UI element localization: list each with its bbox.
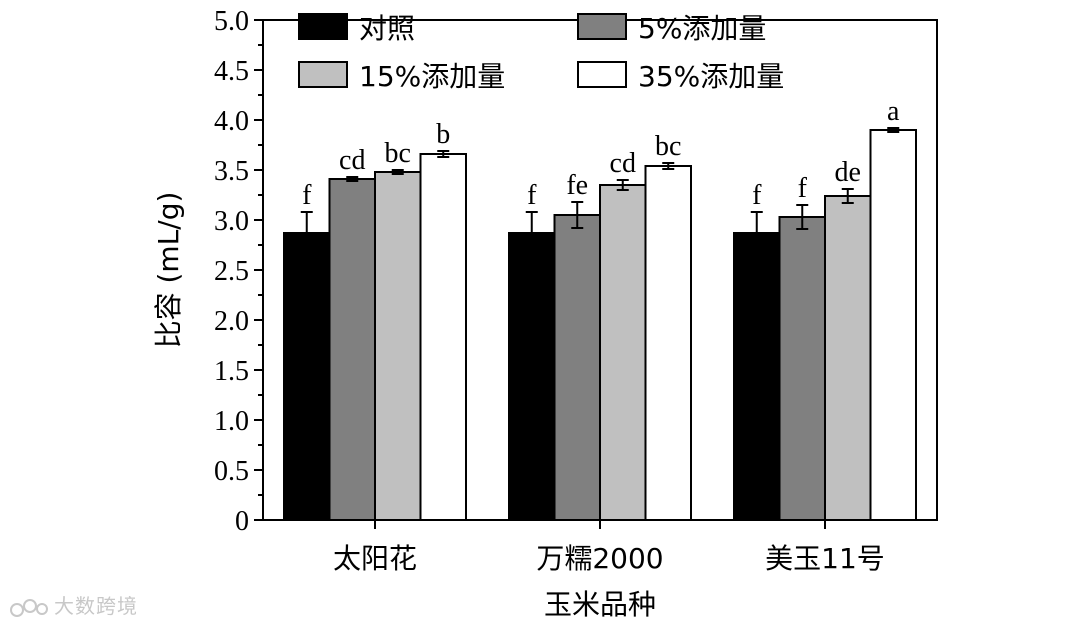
y-tick-label: 2.5 [214,256,249,287]
bar [599,184,647,521]
significance-label: a [887,96,900,127]
y-tick-label: 3.5 [214,156,249,187]
bar [419,153,467,521]
significance-label: f [752,180,762,211]
significance-label: bc [655,131,681,162]
significance-label: de [835,157,861,188]
watermark: 大数跨境 [8,590,138,619]
bar [508,232,556,521]
bar [553,214,601,521]
x-tick-label: 万糯2000 [536,542,663,575]
legend-label: 5%添加量 [638,12,766,45]
x-tick-label: 美玉11号 [765,542,885,575]
logo-icon [10,598,48,617]
bar [733,232,781,521]
y-axis-title: 比容 (mL/g) [152,192,185,349]
significance-label: cd [339,145,365,176]
y-tick-label: 0 [235,506,249,537]
legend-label: 对照 [359,12,415,45]
legend-label: 15%添加量 [359,60,505,93]
legend-swatch [298,13,348,40]
significance-label: cd [610,148,636,179]
legend-swatch [577,61,627,88]
legend-swatch [577,13,627,40]
significance-label: b [436,119,450,150]
y-tick-label: 2.0 [214,306,249,337]
y-tick-label: 1.5 [214,356,249,387]
y-tick-label: 4.5 [214,56,249,87]
legend-swatch [298,61,348,88]
significance-label: bc [385,138,411,169]
significance-label: f [798,173,808,204]
y-tick-label: 4.0 [214,106,249,137]
y-tick-label: 5.0 [214,6,249,37]
bar [824,195,872,521]
bar [778,216,826,521]
significance-label: fe [566,170,588,201]
y-tick-label: 3.0 [214,206,249,237]
legend: 对照 5%添加量 15%添加量 35%添加量 [298,12,784,93]
bar [374,171,422,521]
bar [869,129,917,521]
x-tick-label: 太阳花 [333,542,417,575]
y-tick-label: 1.0 [214,406,249,437]
legend-label: 35%添加量 [638,60,784,93]
bar [644,165,692,521]
y-tick-label: 0.5 [214,456,249,487]
bar [328,178,376,521]
significance-label: f [527,180,537,211]
significance-label: f [302,180,312,211]
watermark-text: 大数跨境 [54,594,138,618]
category-labels: 太阳花 万糯2000 美玉11号 [333,520,885,575]
x-axis-title: 玉米品种 [544,588,656,621]
bar [283,232,331,521]
y-axis-ticks: 0 0.5 1.0 1.5 2.0 2.5 3.0 3.5 4.0 4.5 5.0 [214,6,263,537]
